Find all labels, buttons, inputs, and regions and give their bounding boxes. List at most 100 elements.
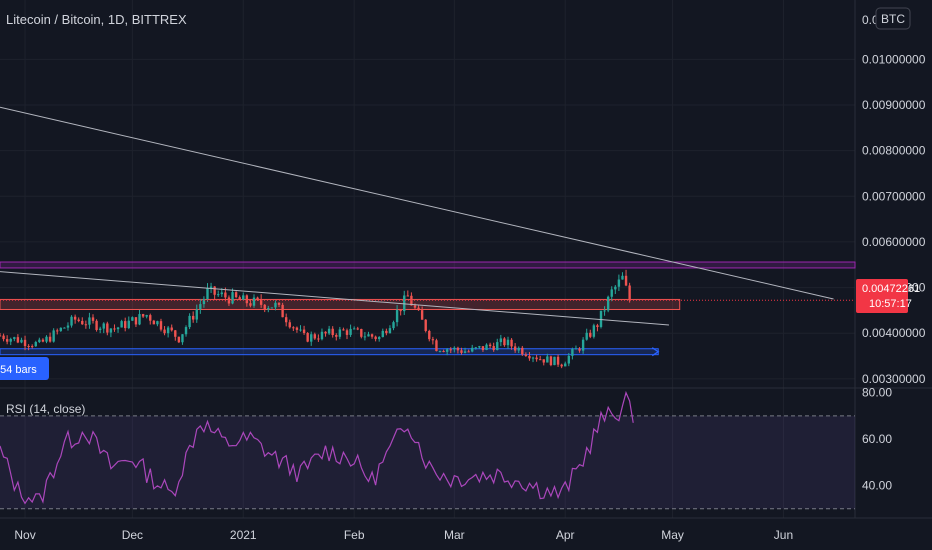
time-axis[interactable]: Nov Dec 2021 Feb Mar Apr May Jun	[14, 528, 793, 542]
candle-body	[349, 328, 352, 335]
candle-body	[13, 337, 16, 339]
candle-body	[556, 356, 560, 365]
rsi-tick-label: 80.00	[862, 386, 892, 400]
candle-body	[546, 356, 549, 363]
candle-body	[249, 303, 252, 306]
candle-body	[496, 342, 499, 351]
candle-body	[270, 307, 274, 309]
candle-body	[449, 349, 452, 351]
candle-body	[109, 328, 113, 333]
candle-body	[420, 310, 424, 320]
candle-body	[517, 347, 520, 351]
candle-body	[395, 310, 399, 323]
time-tick-label: 2021	[230, 528, 257, 542]
candle-body	[73, 316, 77, 320]
candle-body	[567, 355, 571, 364]
trendline[interactable]	[0, 106, 834, 300]
candle-body	[485, 344, 488, 351]
candle-body	[156, 321, 159, 325]
candle-body	[2, 335, 5, 340]
candle-body	[202, 298, 206, 305]
candle-body	[524, 354, 528, 356]
candle-body	[116, 327, 120, 330]
candle-body	[628, 285, 631, 301]
candle-body	[596, 325, 599, 327]
candle-body	[538, 359, 542, 361]
candle-body	[41, 339, 45, 342]
trendlines[interactable]	[0, 106, 834, 326]
candle-body	[610, 289, 613, 297]
candle-body	[141, 314, 145, 317]
candle-body	[474, 347, 477, 349]
price-tick-label: 0.00400000	[862, 326, 926, 340]
price-tick-label: 0.00900000	[862, 98, 926, 112]
candle-body	[295, 327, 299, 330]
price-zone[interactable]	[0, 298, 681, 310]
candle-body	[378, 337, 381, 340]
candle-body	[84, 324, 88, 326]
candle-body	[9, 338, 12, 342]
currency-button[interactable]: BTC	[875, 7, 911, 30]
candle-body	[506, 339, 510, 346]
candle-body	[252, 297, 256, 306]
candle-body	[399, 310, 402, 312]
price-zone[interactable]	[0, 348, 659, 356]
candle-body	[381, 330, 384, 338]
candle-body	[535, 357, 538, 360]
candle-body	[77, 319, 80, 321]
candle-body	[292, 327, 295, 329]
price-tick-label: 0.0	[862, 13, 879, 27]
candle-body	[242, 295, 245, 300]
trendline[interactable]	[0, 271, 670, 326]
candle-body	[574, 348, 578, 350]
price-tick-label: 0.00600000	[862, 235, 926, 249]
candle-body	[492, 346, 495, 351]
candle-body	[34, 342, 37, 347]
candle-body	[374, 336, 377, 340]
time-tick-label: Dec	[122, 528, 143, 542]
candle-body	[435, 340, 438, 352]
rsi-line	[0, 390, 634, 505]
candle-body	[313, 334, 317, 339]
range-badge[interactable]: 354 bars	[0, 357, 49, 380]
candle-body	[81, 320, 84, 325]
candle-body	[259, 299, 263, 305]
candle-body	[91, 317, 95, 321]
price-tick-label: 0.00300000	[862, 372, 926, 386]
candle-body	[163, 329, 166, 334]
candle-body	[356, 328, 359, 330]
candle-body	[263, 304, 266, 310]
candle-body	[424, 319, 427, 331]
chart-title: Litecoin / Bitcoin, 1D, BITTREX	[6, 12, 187, 27]
candle-body	[302, 329, 306, 334]
candle-body	[174, 330, 177, 337]
candle-body	[134, 317, 138, 325]
candle-body	[599, 310, 603, 327]
currency-label: BTC	[881, 12, 905, 26]
candle-body	[617, 279, 621, 287]
candle-body	[542, 359, 545, 363]
candle-body	[503, 338, 506, 346]
candle-body	[352, 328, 356, 330]
candle-body	[234, 292, 238, 298]
candle-body	[592, 325, 596, 337]
candle-body	[453, 347, 456, 350]
rsi-title[interactable]: RSI (14, close)	[6, 402, 85, 416]
candle-body	[581, 339, 585, 351]
candle-body	[338, 329, 342, 337]
candle-body	[27, 346, 30, 348]
time-tick-label: Feb	[344, 528, 365, 542]
candle-body	[460, 350, 463, 353]
candle-body	[238, 297, 241, 300]
candle-body	[456, 347, 460, 351]
candle-body	[445, 349, 449, 352]
price-zone[interactable]	[0, 261, 856, 269]
candle-body	[388, 328, 392, 334]
candle-body	[45, 336, 48, 342]
candle-body	[224, 292, 227, 298]
candle-body	[127, 320, 130, 329]
candle-body	[170, 327, 173, 331]
candle-body	[70, 316, 73, 326]
candle-body	[438, 351, 442, 353]
